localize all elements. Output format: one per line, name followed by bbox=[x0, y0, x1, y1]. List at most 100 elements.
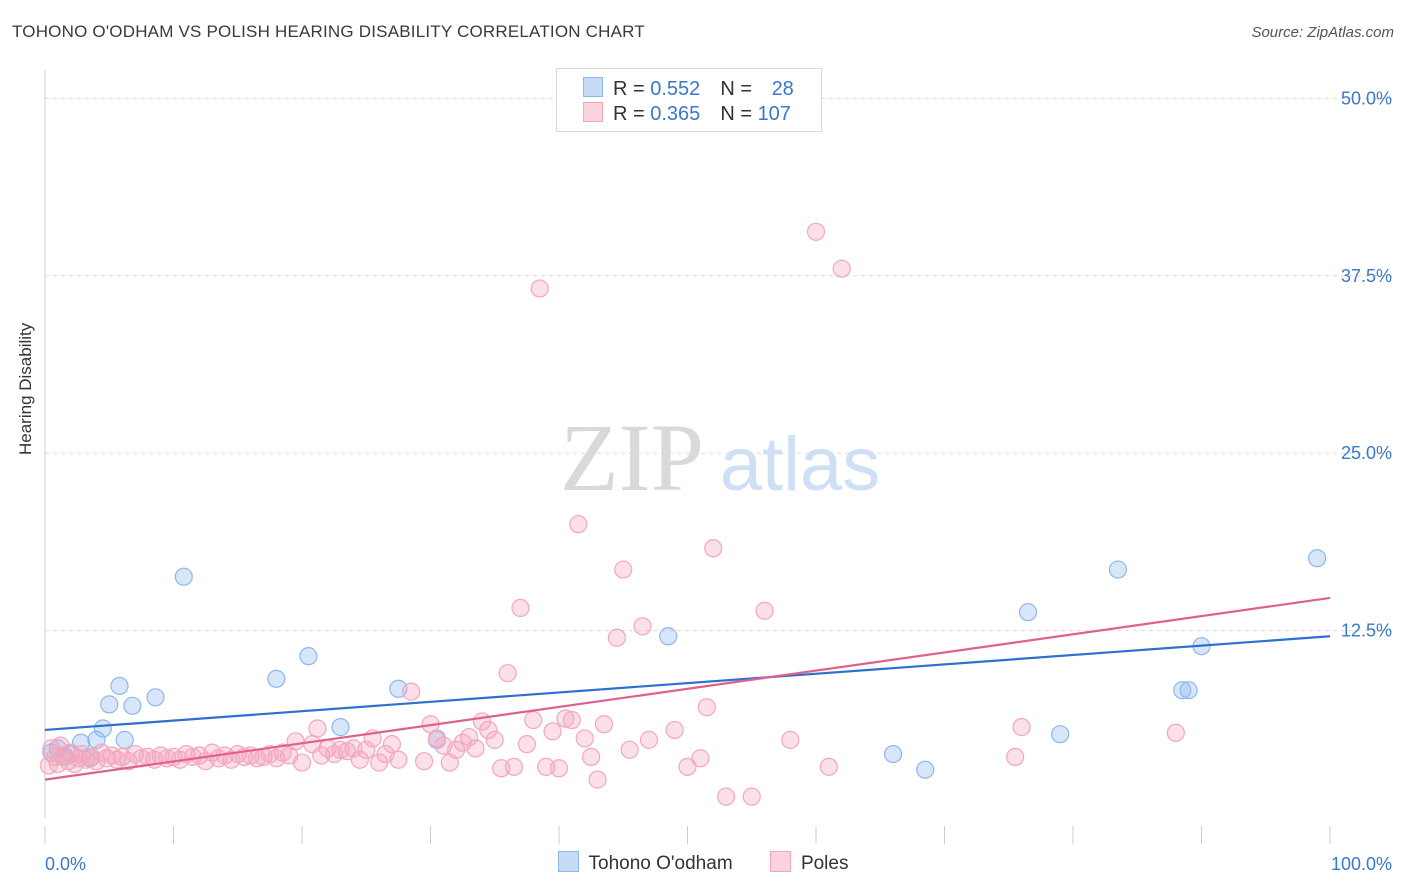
watermark: ZIP atlas bbox=[560, 404, 880, 511]
data-point-tohono bbox=[916, 760, 935, 779]
data-point-poles bbox=[691, 749, 710, 768]
legend-row-poles: R = 0.365 N = 107 bbox=[583, 102, 791, 126]
data-point-poles bbox=[704, 539, 723, 558]
data-point-poles bbox=[1166, 723, 1185, 742]
data-point-poles bbox=[414, 752, 434, 771]
legend-r-value: 0.365 bbox=[650, 103, 701, 125]
data-point-tohono bbox=[174, 567, 193, 586]
data-point-poles bbox=[665, 720, 684, 740]
watermark-zip: ZIP bbox=[560, 404, 704, 511]
data-point-poles bbox=[556, 709, 575, 728]
legend-swatch-poles bbox=[769, 851, 791, 872]
data-point-poles bbox=[620, 740, 639, 759]
data-point-poles bbox=[543, 722, 562, 741]
source-label: Source: ZipAtlas.com bbox=[1251, 24, 1394, 41]
legend-n-label: N = bbox=[720, 78, 758, 100]
legend-label-poles: Poles bbox=[800, 853, 849, 874]
series-legend: Tohono O'odham Poles bbox=[0, 851, 1406, 875]
data-point-tohono bbox=[1018, 603, 1038, 622]
data-point-tohono bbox=[110, 676, 129, 696]
data-point-poles bbox=[286, 732, 305, 751]
data-point-poles bbox=[479, 720, 498, 740]
data-point-poles bbox=[389, 750, 408, 769]
y-tick-label: 50.0% bbox=[1341, 88, 1392, 108]
data-point-poles bbox=[357, 740, 376, 759]
legend-row-tohono: R = 0.552 N = 28 bbox=[583, 77, 794, 101]
trend-lines bbox=[44, 596, 1331, 781]
data-point-tohono bbox=[1108, 560, 1128, 579]
legend-r-label: R = bbox=[613, 103, 651, 125]
data-point-tohono bbox=[1179, 681, 1198, 700]
trend-line-tohono bbox=[44, 635, 1331, 732]
legend-item-poles: Poles bbox=[769, 851, 849, 875]
chart-title: TOHONO O'ODHAM VS POLISH HEARING DISABIL… bbox=[12, 22, 645, 41]
data-point-poles bbox=[517, 735, 536, 754]
data-point-tohono bbox=[331, 718, 350, 737]
data-point-poles bbox=[755, 601, 774, 620]
data-point-poles bbox=[511, 598, 530, 617]
data-point-poles bbox=[806, 222, 826, 241]
legend-swatch-tohono bbox=[583, 77, 603, 97]
data-point-poles bbox=[575, 729, 594, 748]
data-point-poles bbox=[639, 730, 659, 749]
data-point-poles bbox=[382, 735, 402, 754]
data-point-poles bbox=[498, 664, 517, 683]
data-point-poles bbox=[107, 750, 127, 769]
data-point-poles bbox=[504, 757, 524, 776]
data-point-poles bbox=[614, 560, 633, 579]
data-point-poles bbox=[459, 727, 479, 747]
data-point-poles bbox=[742, 787, 761, 806]
data-point-poles bbox=[633, 617, 652, 636]
data-point-tohono bbox=[93, 719, 112, 738]
data-point-tohono bbox=[659, 627, 678, 646]
legend-item-tohono: Tohono O'odham bbox=[557, 851, 733, 875]
axes bbox=[44, 70, 1331, 844]
data-point-poles bbox=[447, 740, 466, 759]
data-point-tohono bbox=[100, 695, 119, 714]
trend-line-poles bbox=[44, 596, 1331, 781]
data-point-poles bbox=[562, 710, 581, 730]
data-point-poles bbox=[530, 279, 549, 298]
y-tick-label: 37.5% bbox=[1341, 266, 1392, 286]
data-points bbox=[39, 222, 1327, 806]
data-point-poles bbox=[427, 729, 447, 748]
legend-n-label: N = bbox=[720, 103, 758, 125]
data-point-poles bbox=[1012, 718, 1031, 737]
data-point-tohono bbox=[1173, 681, 1192, 700]
data-point-poles bbox=[588, 770, 607, 789]
data-point-poles bbox=[51, 736, 70, 755]
data-point-poles bbox=[92, 743, 111, 762]
data-point-tohono bbox=[146, 688, 165, 707]
data-point-poles bbox=[697, 698, 716, 717]
watermark-atlas: atlas bbox=[720, 422, 881, 507]
data-point-poles bbox=[402, 682, 421, 701]
data-point-tohono bbox=[1051, 725, 1070, 744]
data-point-tohono bbox=[123, 696, 142, 715]
data-point-poles bbox=[1006, 747, 1025, 767]
tick-labels: 12.5% 25.0% 37.5% 50.0% 0.0% 100.0% bbox=[45, 88, 1392, 874]
data-point-poles bbox=[466, 739, 485, 758]
data-point-poles bbox=[549, 759, 569, 778]
y-tick-label: 12.5% bbox=[1341, 621, 1392, 641]
legend-r-value: 0.552 bbox=[650, 78, 701, 100]
y-tick-label: 25.0% bbox=[1341, 443, 1392, 463]
data-point-tohono bbox=[299, 647, 318, 666]
data-point-poles bbox=[716, 787, 736, 806]
data-point-poles bbox=[678, 757, 697, 776]
data-point-poles bbox=[582, 747, 601, 767]
legend-n-value: 28 bbox=[771, 78, 794, 100]
data-point-poles bbox=[350, 750, 369, 769]
data-point-poles bbox=[781, 730, 800, 749]
legend-swatch-tohono bbox=[557, 851, 579, 872]
data-point-poles bbox=[569, 515, 588, 534]
legend-r-label: R = bbox=[613, 78, 651, 100]
data-point-tohono bbox=[883, 744, 903, 764]
x-tick-label: 100.0% bbox=[1331, 854, 1392, 874]
data-point-poles bbox=[485, 730, 504, 749]
data-point-poles bbox=[594, 715, 614, 734]
legend-label-tohono: Tohono O'odham bbox=[588, 853, 733, 874]
gridlines bbox=[45, 97, 1392, 632]
data-point-poles bbox=[819, 757, 838, 776]
data-point-poles bbox=[524, 710, 543, 730]
